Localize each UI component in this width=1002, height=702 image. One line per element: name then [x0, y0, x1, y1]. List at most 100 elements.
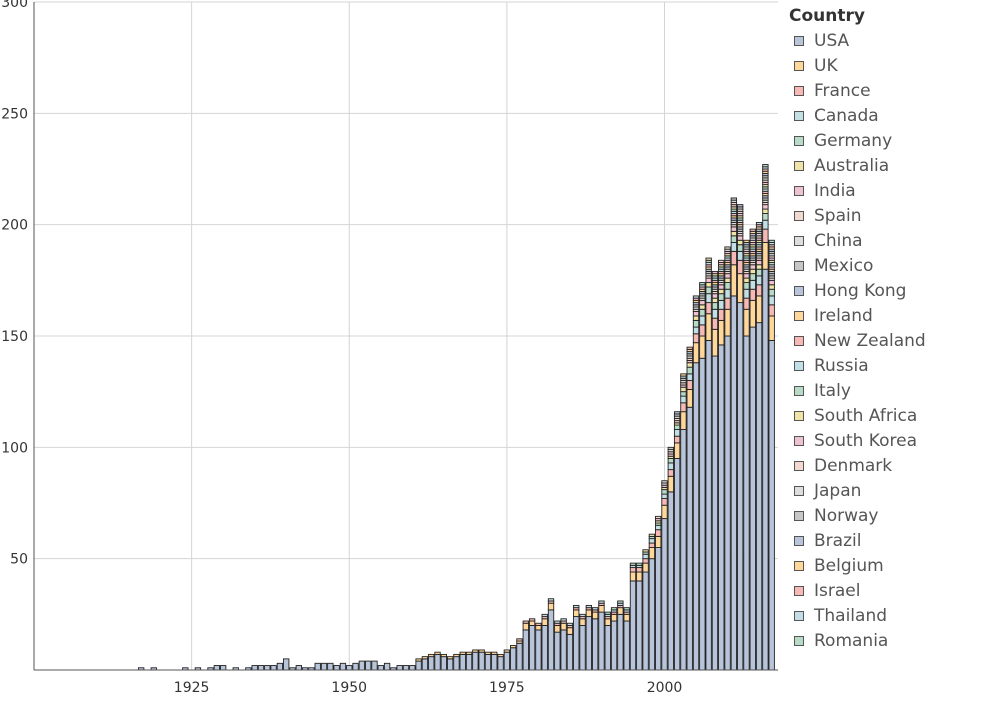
legend-item[interactable]: Mexico	[789, 253, 994, 278]
bar-segment	[415, 658, 422, 662]
legend-label: Brazil	[814, 530, 862, 551]
bar-segment	[711, 297, 719, 304]
bar-segment	[680, 429, 687, 671]
bar-segment	[573, 604, 580, 609]
legend-swatch	[794, 235, 804, 246]
legend-item[interactable]: Thailand	[789, 603, 994, 628]
legend-item[interactable]: Israel	[789, 578, 994, 603]
bar-segment	[749, 288, 756, 301]
legend-swatch	[794, 485, 804, 496]
bar-segment	[768, 284, 775, 290]
legend-item[interactable]: Japan	[789, 478, 994, 503]
bar-segment	[573, 616, 580, 671]
x-tick-label: 2000	[647, 680, 683, 696]
bar-segment	[314, 662, 321, 671]
legend-item[interactable]: Norway	[789, 503, 994, 528]
bar-segment	[598, 604, 605, 613]
bar-segment	[680, 373, 687, 377]
bar-segment	[585, 616, 593, 671]
bar-segment	[661, 493, 668, 499]
bar-segment	[755, 259, 763, 266]
legend-item[interactable]: France	[789, 78, 994, 103]
bar-segment	[711, 270, 719, 275]
legend-item[interactable]: Russia	[789, 353, 994, 378]
bar-segment	[434, 651, 441, 655]
legend-swatch	[794, 560, 804, 571]
legend-item[interactable]: Denmark	[789, 453, 994, 478]
bar-segment	[522, 622, 529, 631]
legend-item[interactable]: Belgium	[789, 553, 994, 578]
legend-swatch	[794, 410, 804, 421]
legend-items: USA UK France Canada Germany Australia India Sp…	[789, 28, 994, 653]
bar-segment	[276, 662, 284, 671]
bar-segment	[699, 282, 706, 286]
bar-segment	[667, 458, 674, 464]
bar-segment	[730, 264, 738, 297]
bar-segment	[629, 580, 637, 671]
legend-title: Country	[789, 6, 865, 26]
legend-label: Germany	[814, 130, 893, 151]
bar-segment	[573, 609, 580, 618]
bar-segment	[743, 277, 750, 284]
legend-label: India	[814, 180, 856, 201]
bar-segment	[629, 567, 637, 573]
bar-segment	[333, 665, 340, 671]
bar-segment	[730, 250, 738, 266]
legend-item[interactable]: Romania	[789, 628, 994, 653]
bar-segment	[673, 411, 681, 415]
legend-item[interactable]: Ireland	[789, 303, 994, 328]
legend-label: China	[814, 230, 863, 251]
bar-segment	[560, 618, 567, 622]
bar-segment	[213, 665, 221, 671]
bar-segment	[604, 618, 611, 626]
tick-labels: 50 100 150 200 250 300 1925 1950 1975 2000	[1, 0, 682, 696]
legend-item[interactable]: South Korea	[789, 428, 994, 453]
legend-item[interactable]: Australia	[789, 153, 994, 178]
bar-segment	[699, 335, 706, 359]
bar-segment	[617, 607, 624, 615]
bar-segment	[711, 355, 719, 671]
legend-item[interactable]: Spain	[789, 203, 994, 228]
bar-segment	[560, 622, 567, 631]
bar-segment	[421, 658, 429, 671]
bar-segment	[768, 340, 775, 671]
bar-segment	[737, 250, 744, 261]
legend-item[interactable]: Germany	[789, 128, 994, 153]
bar-segment	[579, 613, 586, 618]
bar-segment	[749, 279, 756, 290]
bar-segment	[743, 297, 750, 310]
bar-segment	[610, 620, 618, 671]
bar-segment	[667, 491, 674, 671]
bar-segment	[768, 239, 775, 243]
legend-label: Thailand	[814, 605, 888, 626]
stacked-bar-chart: 50 100 150 200 250 300 1925 1950 1975 2000	[1, 0, 778, 696]
legend-item[interactable]: Canada	[789, 103, 994, 128]
legend-item[interactable]: Brazil	[789, 528, 994, 553]
legend-item[interactable]: New Zealand	[789, 328, 994, 353]
legend-item[interactable]: Italy	[789, 378, 994, 403]
bar-segment	[655, 515, 662, 520]
legend-label: Romania	[814, 630, 889, 651]
legend-label: Norway	[814, 505, 879, 526]
bar-segment	[598, 600, 605, 604]
bar-segment	[762, 204, 769, 210]
legend-swatch	[794, 160, 804, 171]
legend-swatch	[794, 185, 804, 196]
bar-segment	[755, 221, 763, 226]
bar-segment	[566, 622, 574, 626]
legend-item[interactable]: USA	[789, 28, 994, 53]
bar-segment	[680, 386, 687, 393]
legend-item[interactable]: South Africa	[789, 403, 994, 428]
legend-item[interactable]: Hong Kong	[789, 278, 994, 303]
legend-item[interactable]: UK	[789, 53, 994, 78]
bar-segment	[264, 665, 271, 671]
bar-segment	[257, 665, 265, 671]
bar-segment	[541, 613, 548, 618]
legend-item[interactable]: China	[789, 228, 994, 253]
bar-segment	[667, 446, 674, 451]
bar-segment	[718, 293, 725, 301]
legend-item[interactable]: India	[789, 178, 994, 203]
bar-segment	[762, 242, 769, 270]
bar-segment	[270, 665, 277, 671]
bar-segment	[686, 346, 693, 350]
